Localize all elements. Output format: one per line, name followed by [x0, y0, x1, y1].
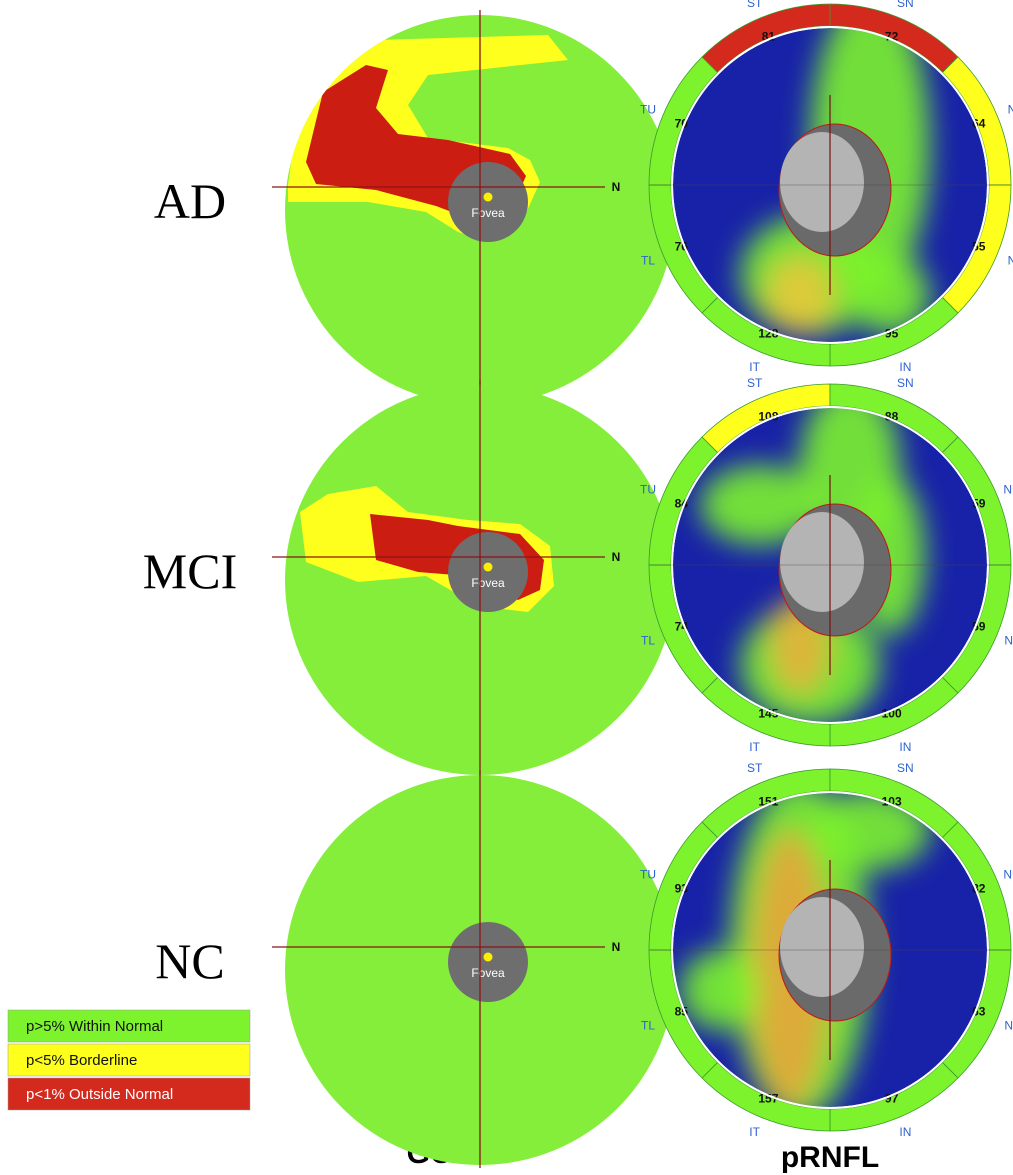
prnfl-caption: pRNFL [781, 1141, 879, 1174]
sector-label: IN [899, 740, 911, 754]
sector-label: SN [897, 761, 914, 775]
cup [780, 897, 864, 997]
sector-label: TL [641, 1018, 655, 1032]
sector-label: ST [747, 376, 763, 390]
nasal-label: N [612, 180, 621, 194]
row-label: AD [154, 173, 226, 229]
thickness-blob [765, 255, 835, 335]
sector-label: NU [1003, 868, 1013, 882]
sector-label: TL [641, 633, 655, 647]
fovea-label: Fovea [471, 576, 505, 590]
sector-label: IN [899, 360, 911, 374]
cup [780, 132, 864, 232]
figure: GCC pRNFL ADFoveaN81ST72SN64N55N95IN128I… [0, 0, 1013, 1175]
row-label: MCI [143, 543, 237, 599]
sector-label: NU [1003, 483, 1013, 497]
fovea-dot [484, 193, 493, 202]
sector-label: SN [897, 0, 914, 10]
sector-label: N [1008, 253, 1013, 267]
sector-label: N [1008, 103, 1013, 117]
sector-label: TL [641, 253, 655, 267]
fovea-disc [448, 532, 528, 612]
sector-label: IT [749, 360, 760, 374]
fovea-disc [448, 162, 528, 242]
sector-label: TU [640, 103, 656, 117]
sector-label: IT [749, 1125, 760, 1139]
fovea-label: Fovea [471, 966, 505, 980]
legend-text: p<5% Borderline [26, 1052, 137, 1069]
nasal-label: N [612, 940, 621, 954]
fovea-label: Fovea [471, 206, 505, 220]
sector-label: ST [747, 0, 763, 10]
sector-label: NL [1004, 1018, 1013, 1032]
sector-label: IN [899, 1125, 911, 1139]
sector-label: IT [749, 740, 760, 754]
sector-label: TU [640, 868, 656, 882]
legend-text: p>5% Within Normal [26, 1018, 163, 1035]
cup [780, 512, 864, 612]
fovea-disc [448, 922, 528, 1002]
legend-text: p<1% Outside Normal [26, 1086, 173, 1103]
row-label: NC [155, 933, 224, 989]
fovea-dot [484, 563, 493, 572]
fovea-dot [484, 953, 493, 962]
sector-label: SN [897, 376, 914, 390]
thickness-blob [680, 950, 760, 1030]
sector-label: ST [747, 761, 763, 775]
sector-label: TU [640, 483, 656, 497]
sector-label: NL [1004, 633, 1013, 647]
nasal-label: N [612, 550, 621, 564]
